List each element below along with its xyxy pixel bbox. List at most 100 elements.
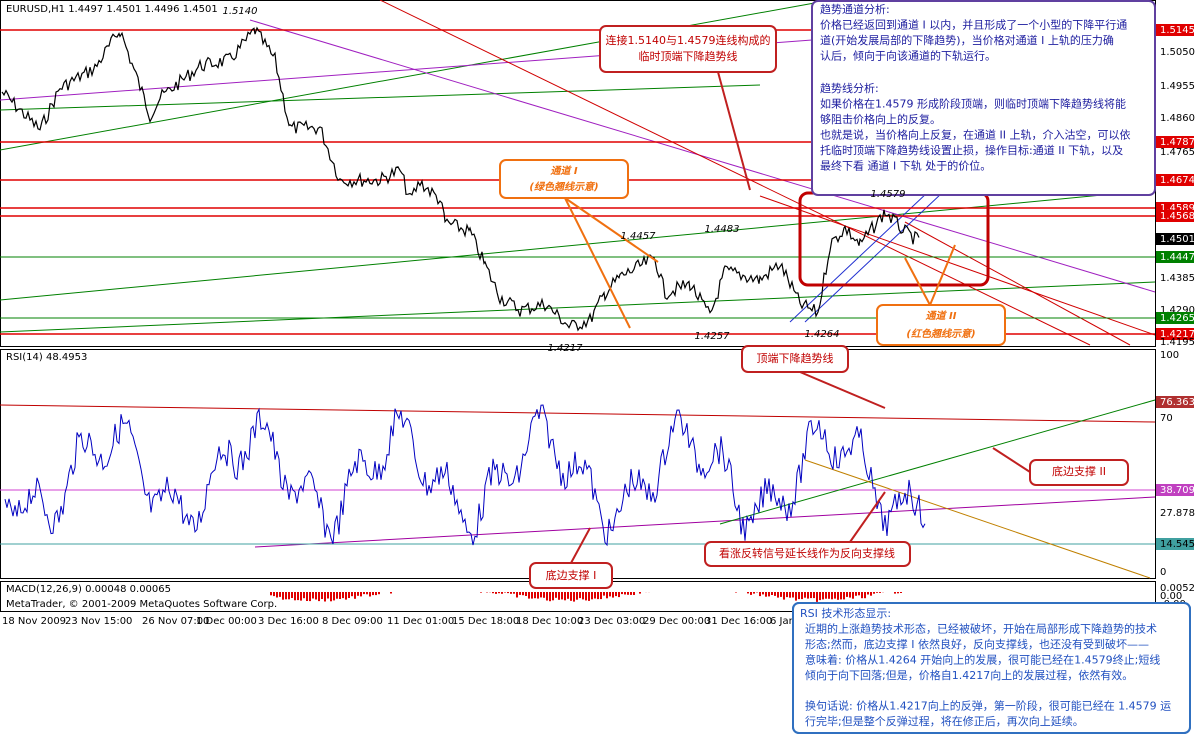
price-label: 1.4385: [1160, 273, 1195, 284]
rsi-axis-label: 38.7097: [1160, 485, 1195, 496]
macd-bar: [552, 592, 554, 601]
macd-bar: [597, 592, 599, 600]
date-label: 29 Dec 00:00: [643, 616, 710, 627]
price-tag: [1156, 328, 1194, 340]
macd-bar: [279, 592, 281, 597]
analysis-text: 最终下看 通道 I 下轨 处于的价位。: [820, 159, 991, 173]
macd-bar: [639, 592, 641, 594]
macd-bar: [540, 592, 542, 598]
annotation-text: 底边支撑 II: [1052, 464, 1106, 478]
macd-bar: [612, 592, 614, 598]
annotation-text: 看涨反转信号延长线作为反向支撑线: [719, 546, 895, 560]
analysis-text: 价格已经返回到通道 I 以内，并且形成了一个小型的下降平行通: [820, 18, 1127, 32]
analysis-text: 意味着: 价格从1.4264 开始向上的发展，很可能已经在1.4579终止;短线: [805, 653, 1160, 667]
macd-bar: [774, 592, 776, 596]
macd-bar: [609, 592, 611, 597]
date-label: 11 Dec 01:00: [387, 616, 454, 627]
macd-bar: [603, 592, 605, 596]
macd-bar: [270, 592, 272, 596]
price-label: 1.4955: [1160, 81, 1195, 92]
macd-bar: [339, 592, 341, 599]
arrows: [564, 71, 1031, 564]
macd-bar: [846, 592, 848, 597]
macd-bar: [606, 592, 608, 599]
price-mark: 1.4264: [805, 329, 840, 340]
analysis-text: 趋势线分析:: [820, 81, 879, 95]
analysis-text: 托临时顶端下降趋势线设置止损，操作目标:通道 II 下轨，以及: [820, 143, 1123, 157]
price-label: 1.5145: [1160, 25, 1195, 36]
macd-bar: [333, 592, 335, 601]
price-tag: [1156, 251, 1194, 263]
macd-bar: [309, 592, 311, 602]
macd-bar: [351, 592, 353, 597]
macd-bar: [894, 592, 896, 594]
macd-bar: [297, 592, 299, 601]
macd-bar: [771, 592, 773, 595]
macd-bar: [633, 592, 635, 595]
price-mark: 1.4579: [871, 189, 906, 200]
macd-bar: [516, 592, 518, 598]
macd-bar: [492, 592, 494, 594]
macd-bar: [567, 592, 569, 599]
macd-bar: [765, 592, 767, 597]
macd-bar: [519, 592, 521, 595]
price-mark: 1.4257: [695, 331, 731, 342]
date-label: 1 Dec 00:00: [196, 616, 257, 627]
date-label: 18 Dec 10:00: [516, 616, 583, 627]
price-label: 1.4265: [1160, 313, 1195, 324]
analysis-text: 倾向于向下回落;但是，价格自1.4217向上的发展过程，依然有效。: [805, 668, 1133, 682]
rsi-axis-label: 76.3636: [1160, 397, 1195, 408]
macd-bar: [783, 592, 785, 600]
rsi-tag: [1156, 396, 1194, 408]
macd-bar: [354, 592, 356, 599]
macd-bar: [378, 592, 380, 595]
macd-bar: [573, 592, 575, 602]
rsi-axis-label: 0: [1160, 567, 1166, 578]
rsi-tag: [1156, 538, 1194, 550]
price-mark: 1.4217: [548, 343, 584, 354]
macd-bar: [804, 592, 806, 598]
macd-bar: [624, 592, 626, 595]
date-label: 26 Nov 07:00: [142, 616, 209, 627]
macd-bar: [318, 592, 320, 602]
symbol-header: EURUSD,H1 1.4497 1.4501 1.4496 1.4501: [6, 4, 218, 15]
macd-bar: [480, 592, 482, 593]
macd-bar: [579, 592, 581, 599]
macd-bar: [858, 592, 860, 596]
analysis-text: 趋势通道分析:: [820, 2, 890, 16]
macd-bar: [576, 592, 578, 600]
macd-bar: [543, 592, 545, 598]
macd-bar: [876, 592, 878, 593]
annotation-text: 连接1.5140与1.4579连线构成的: [606, 33, 771, 47]
macd-bar: [792, 592, 794, 598]
macd-bar: [798, 592, 800, 600]
price-label: 1.4787: [1160, 137, 1195, 148]
macd-header: MACD(12,26,9) 0.00048 0.00065: [6, 584, 171, 595]
macd-bar: [621, 592, 623, 595]
macd-bar: [864, 592, 866, 599]
macd-bar: [282, 592, 284, 600]
macd-bar: [600, 592, 602, 600]
price-tag: [1156, 24, 1194, 36]
macd-bar: [564, 592, 566, 601]
macd-bar: [789, 592, 791, 598]
macd-bar: [558, 592, 560, 600]
macd-bar: [504, 592, 506, 593]
macd-bar: [555, 592, 557, 598]
macd-bar: [570, 592, 572, 601]
macd-bar: [822, 592, 824, 600]
rsi-tag: [1156, 484, 1194, 496]
macd-bar: [801, 592, 803, 600]
macd-axis-label: 0.00524: [1160, 583, 1195, 594]
macd-bar: [369, 592, 371, 597]
macd-bar: [345, 592, 347, 600]
macd-bar: [546, 592, 548, 601]
rsi-header: RSI(14) 48.4953: [6, 352, 87, 363]
macd-bar: [618, 592, 620, 598]
macd-bar: [840, 592, 842, 600]
analysis-text: 够阻击价格向上的反复。: [820, 112, 941, 126]
macd-bar: [507, 592, 509, 594]
analysis-text: 形态;然而，底边支撑 I 依然良好，反向支撑线，也还没有受到破坏——: [805, 637, 1149, 651]
analysis-text: RSI 技术形态显示:: [800, 607, 891, 620]
price-label: 1.4290: [1160, 305, 1195, 316]
